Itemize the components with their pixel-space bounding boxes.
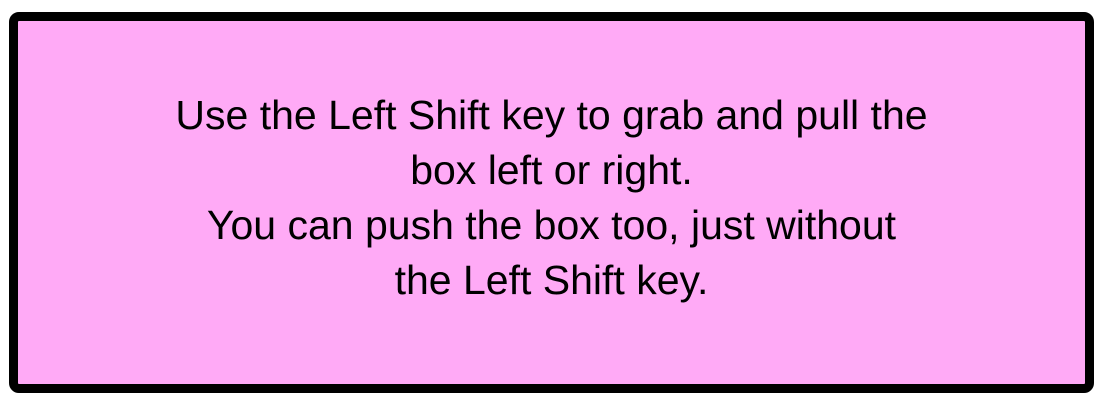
instruction-line-2: box left or right.: [410, 146, 693, 193]
instruction-text: Use the Left Shift key to grab and pull …: [175, 88, 927, 308]
instruction-dialog: Use the Left Shift key to grab and pull …: [9, 12, 1094, 393]
instruction-line-1: Use the Left Shift key to grab and pull …: [175, 91, 928, 138]
instruction-line-4: the Left Shift key.: [394, 256, 709, 303]
instruction-line-3: You can push the box too, just without: [206, 201, 897, 248]
